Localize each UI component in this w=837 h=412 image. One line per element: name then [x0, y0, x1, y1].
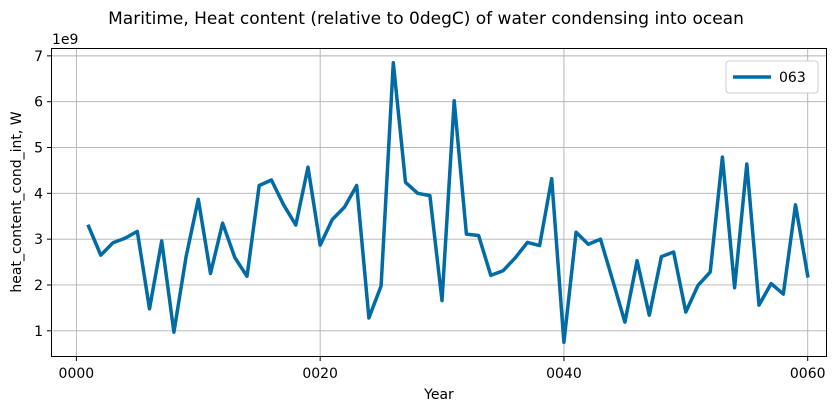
series-line-063 — [86, 60, 810, 345]
series-layer — [86, 60, 810, 345]
x-tick-label: 0040 — [546, 366, 582, 382]
plot-frame — [51, 48, 827, 357]
y-tick-label: 6 — [34, 95, 43, 111]
y-tick-label: 5 — [34, 141, 43, 157]
legend-label-063: 063 — [779, 70, 806, 86]
y-tick-label: 7 — [34, 49, 43, 65]
y-tick-label: 1 — [34, 324, 43, 340]
x-tick-label: 0020 — [302, 366, 338, 382]
y-offset-text: 1e9 — [52, 32, 78, 48]
legend-box — [725, 60, 819, 94]
legend: 063 — [725, 60, 819, 94]
y-tick-label: 2 — [34, 278, 43, 294]
y-tick-label: 3 — [34, 232, 43, 248]
x-tick-label: 0000 — [59, 366, 95, 382]
y-axis-title: heat_content_cond_int, W — [9, 111, 25, 292]
y-tick-label: 4 — [34, 186, 43, 202]
chart-title: Maritime, Heat content (relative to 0deg… — [108, 9, 744, 29]
x-tick-label: 0060 — [790, 366, 826, 382]
x-axis-title: Year — [423, 387, 454, 403]
grid-lines — [52, 49, 826, 356]
